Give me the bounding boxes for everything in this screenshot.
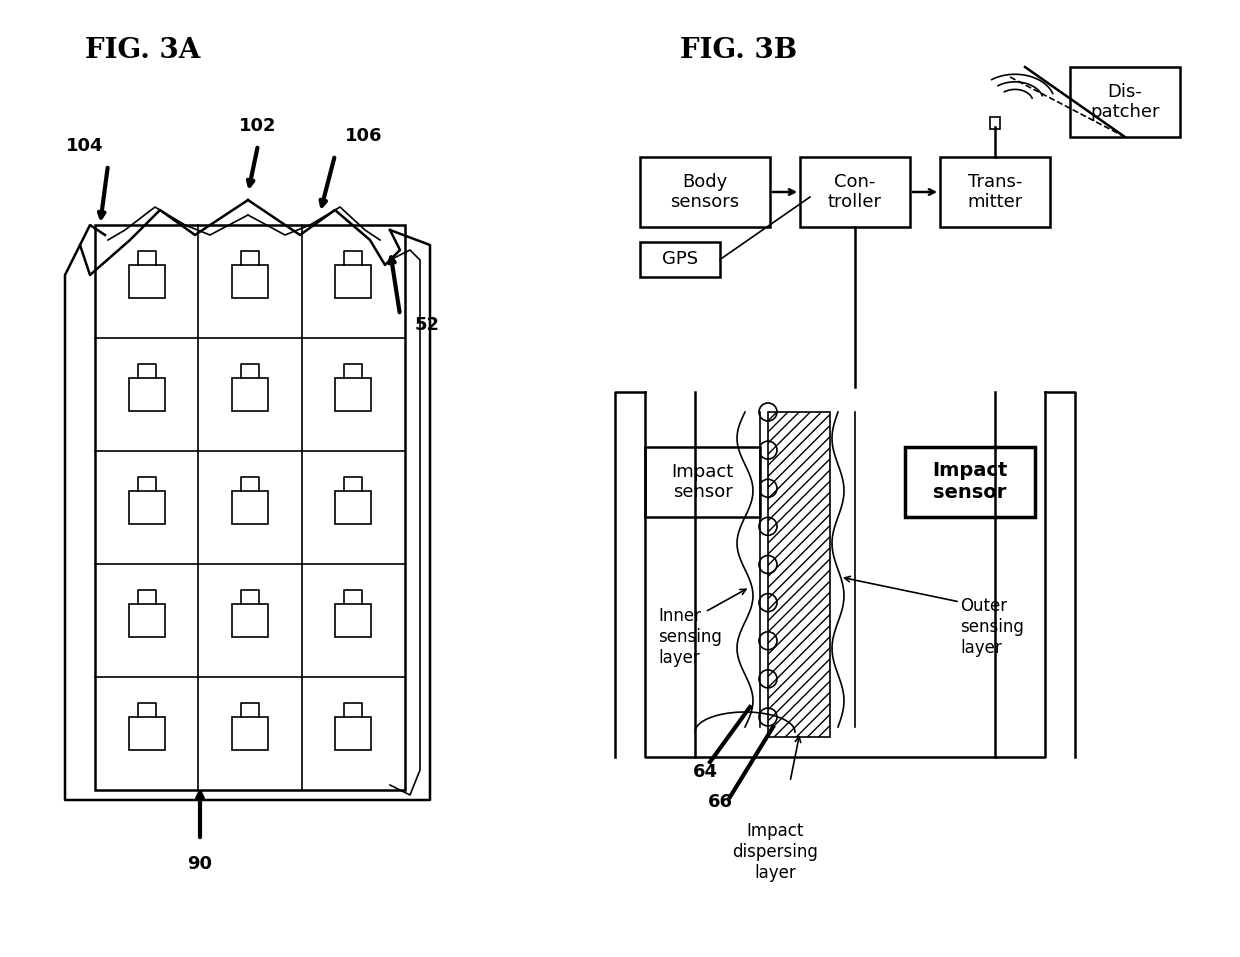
Bar — [645, 447, 760, 517]
Text: Outer
sensing
layer: Outer sensing layer — [960, 597, 1024, 657]
Text: Dis-
patcher: Dis- patcher — [1090, 82, 1159, 122]
Bar — [232, 264, 268, 299]
Bar — [335, 264, 372, 299]
Bar — [232, 717, 268, 750]
Bar — [129, 378, 165, 412]
Bar — [232, 378, 268, 412]
Bar — [335, 604, 372, 637]
Text: Trans-
mitter: Trans- mitter — [967, 172, 1023, 211]
Text: FIG. 3A: FIG. 3A — [86, 37, 201, 64]
Text: GPS: GPS — [662, 251, 698, 269]
Text: 90: 90 — [187, 855, 212, 873]
Text: 102: 102 — [239, 117, 277, 135]
Text: Inner
sensing
layer: Inner sensing layer — [658, 607, 722, 667]
Bar — [335, 491, 372, 524]
Bar — [335, 378, 372, 412]
Bar — [640, 157, 770, 227]
Bar — [1070, 67, 1180, 137]
Text: 64: 64 — [692, 763, 718, 781]
Text: Impact
dispersing
layer: Impact dispersing layer — [732, 822, 818, 881]
Bar — [129, 717, 165, 750]
Text: Impact
sensor: Impact sensor — [671, 462, 734, 501]
Bar — [129, 604, 165, 637]
Text: 66: 66 — [708, 793, 733, 811]
Bar — [640, 242, 720, 277]
Bar — [232, 491, 268, 524]
Bar — [905, 447, 1035, 517]
Bar — [335, 717, 372, 750]
Text: FIG. 3B: FIG. 3B — [680, 37, 797, 64]
Bar — [768, 412, 830, 737]
Bar — [95, 225, 405, 790]
Text: Con-
troller: Con- troller — [828, 172, 882, 211]
Bar — [940, 157, 1050, 227]
Bar — [800, 157, 910, 227]
Bar — [990, 117, 999, 129]
Bar — [129, 491, 165, 524]
Text: 52: 52 — [415, 316, 440, 334]
Text: Body
sensors: Body sensors — [671, 172, 739, 211]
Text: 104: 104 — [66, 137, 104, 155]
Bar — [232, 604, 268, 637]
Bar — [129, 264, 165, 299]
Text: Impact
sensor: Impact sensor — [932, 461, 1008, 502]
Text: 106: 106 — [345, 127, 382, 145]
